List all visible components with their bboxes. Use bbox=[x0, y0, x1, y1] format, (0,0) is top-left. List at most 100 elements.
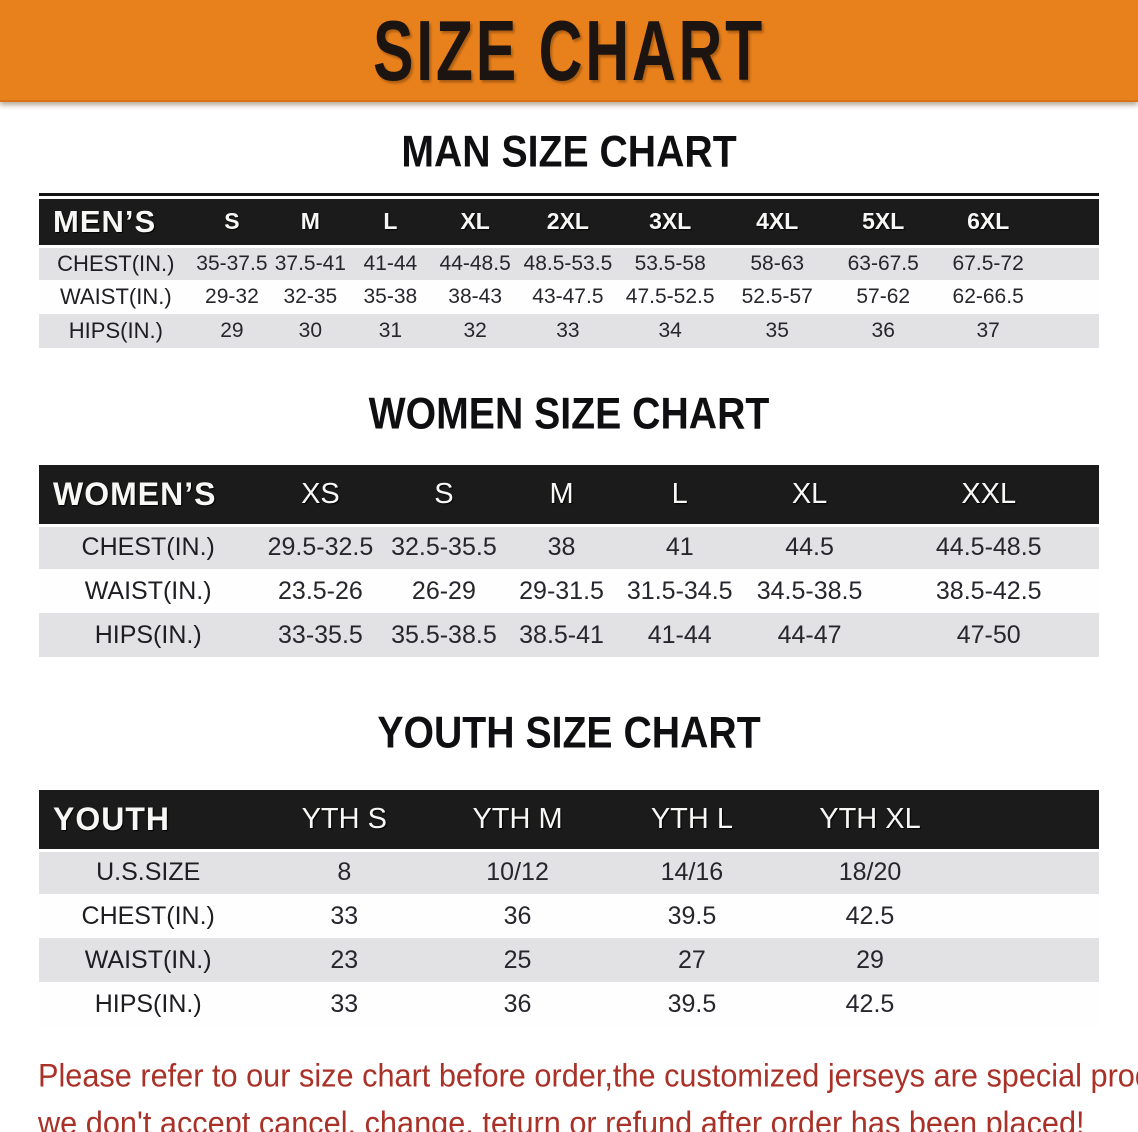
men-cell-0-6: 58-63 bbox=[723, 246, 831, 280]
women-cell-1-3: 31.5-34.5 bbox=[618, 569, 741, 613]
youth-size-table-wrap: YOUTH YTH S YTH M YTH L YTH XL U.S.SIZE 8 10/12… bbox=[39, 790, 1099, 1026]
youth-row-spacer bbox=[960, 982, 1099, 1026]
youth-size-col-3: YTH XL bbox=[779, 790, 961, 852]
youth-cell-2-0: 23 bbox=[257, 938, 432, 982]
women-row-2: HIPS(IN.) 33-35.5 35.5-38.5 38.5-41 41-44 44-… bbox=[39, 613, 1099, 657]
men-cell-1-6: 52.5-57 bbox=[723, 280, 831, 314]
men-cell-0-2: 41-44 bbox=[349, 246, 432, 280]
youth-cell-1-1: 36 bbox=[431, 894, 604, 938]
youth-row-2: WAIST(IN.) 23 25 27 29 bbox=[39, 938, 1099, 982]
women-cell-0-5: 44.5-48.5 bbox=[878, 525, 1099, 569]
youth-cell-2-2: 27 bbox=[603, 938, 780, 982]
youth-row-0-label: U.S.SIZE bbox=[39, 850, 258, 894]
youth-cell-3-1: 36 bbox=[431, 982, 604, 1026]
men-header-row: MEN’S S M L XL 2XL 3XL 4XL 5XL 6XL bbox=[39, 199, 1099, 248]
youth-size-table: YOUTH YTH S YTH M YTH L YTH XL U.S.SIZE 8 10/12… bbox=[39, 790, 1099, 1026]
youth-size-col-1: YTH M bbox=[431, 790, 604, 852]
banner-title: SIZE CHART bbox=[373, 1, 765, 99]
men-size-col-5: 3XL bbox=[616, 199, 724, 248]
men-cell-1-4: 43-47.5 bbox=[519, 280, 617, 314]
youth-row-3-label: HIPS(IN.) bbox=[39, 982, 258, 1026]
women-cell-0-0: 29.5-32.5 bbox=[257, 525, 384, 569]
men-cell-0-7: 63-67.5 bbox=[830, 246, 936, 280]
men-size-col-7: 5XL bbox=[830, 199, 936, 248]
men-row-0-label: CHEST(IN.) bbox=[39, 246, 193, 280]
men-size-table-wrap: MEN’S S M L XL 2XL 3XL 4XL 5XL 6XL CHEST(IN.) 35-37… bbox=[39, 193, 1099, 348]
women-cell-1-1: 26-29 bbox=[383, 569, 505, 613]
youth-cell-3-3: 42.5 bbox=[779, 982, 961, 1026]
men-size-col-6: 4XL bbox=[723, 199, 831, 248]
men-cell-1-7: 57-62 bbox=[830, 280, 936, 314]
women-size-col-4: XL bbox=[740, 465, 879, 527]
men-row-1: WAIST(IN.) 29-32 32-35 35-38 38-43 43-47.5 47.… bbox=[39, 280, 1099, 314]
youth-cell-1-3: 42.5 bbox=[779, 894, 961, 938]
youth-header-spacer bbox=[960, 790, 1099, 852]
youth-cell-0-2: 14/16 bbox=[603, 850, 780, 894]
youth-cell-1-0: 33 bbox=[257, 894, 432, 938]
women-size-table-wrap: WOMEN’S XS S M L XL XXL CHEST(IN.) 29.5-32.5 32.5… bbox=[39, 465, 1099, 657]
women-row-2-label: HIPS(IN.) bbox=[39, 613, 258, 657]
men-cell-0-4: 48.5-53.5 bbox=[519, 246, 617, 280]
women-size-table: WOMEN’S XS S M L XL XXL CHEST(IN.) 29.5-32.5 32.5… bbox=[39, 465, 1099, 657]
disclaimer-text: Please refer to our size chart before or… bbox=[38, 1052, 1138, 1132]
men-cell-2-5: 34 bbox=[616, 314, 724, 348]
women-cell-1-0: 23.5-26 bbox=[257, 569, 384, 613]
youth-row-1-label: CHEST(IN.) bbox=[39, 894, 258, 938]
youth-row-0: U.S.SIZE 8 10/12 14/16 18/20 bbox=[39, 850, 1099, 894]
women-size-col-1: S bbox=[383, 465, 505, 527]
men-size-col-8: 6XL bbox=[935, 199, 1041, 248]
women-cell-1-4: 34.5-38.5 bbox=[740, 569, 879, 613]
men-cell-0-0: 35-37.5 bbox=[192, 246, 272, 280]
women-cell-2-1: 35.5-38.5 bbox=[383, 613, 505, 657]
youth-row-spacer bbox=[960, 938, 1099, 982]
youth-cell-3-0: 33 bbox=[257, 982, 432, 1026]
men-cell-0-5: 53.5-58 bbox=[616, 246, 724, 280]
men-cell-2-6: 35 bbox=[723, 314, 831, 348]
men-size-col-4: 2XL bbox=[519, 199, 617, 248]
men-cell-0-1: 37.5-41 bbox=[271, 246, 350, 280]
youth-row-1: CHEST(IN.) 33 36 39.5 42.5 bbox=[39, 894, 1099, 938]
women-cell-0-4: 44.5 bbox=[740, 525, 879, 569]
youth-row-spacer bbox=[960, 894, 1099, 938]
men-table-top-rule bbox=[39, 193, 1099, 196]
men-row-2-label: HIPS(IN.) bbox=[39, 314, 193, 348]
women-size-col-3: L bbox=[618, 465, 741, 527]
men-row-spacer bbox=[1040, 314, 1099, 348]
youth-size-col-2: YTH L bbox=[603, 790, 780, 852]
women-size-col-2: M bbox=[504, 465, 619, 527]
youth-section-heading: YOUTH SIZE CHART bbox=[377, 708, 761, 758]
youth-cell-0-0: 8 bbox=[257, 850, 432, 894]
men-header-spacer bbox=[1040, 199, 1099, 248]
women-cell-2-5: 47-50 bbox=[878, 613, 1099, 657]
men-cell-2-4: 33 bbox=[519, 314, 617, 348]
men-cell-0-3: 44-48.5 bbox=[431, 246, 520, 280]
women-cell-2-4: 44-47 bbox=[740, 613, 879, 657]
youth-cell-0-1: 10/12 bbox=[431, 850, 604, 894]
men-cell-1-2: 35-38 bbox=[349, 280, 432, 314]
women-row-0-label: CHEST(IN.) bbox=[39, 525, 258, 569]
men-cell-1-1: 32-35 bbox=[271, 280, 350, 314]
men-row-1-label: WAIST(IN.) bbox=[39, 280, 193, 314]
men-cell-2-3: 32 bbox=[431, 314, 520, 348]
women-cell-1-2: 29-31.5 bbox=[504, 569, 619, 613]
men-row-2: HIPS(IN.) 29 30 31 32 33 34 35 36 37 bbox=[39, 314, 1099, 348]
women-size-col-5: XXL bbox=[878, 465, 1099, 527]
youth-cell-2-1: 25 bbox=[431, 938, 604, 982]
youth-cell-3-2: 39.5 bbox=[603, 982, 780, 1026]
men-section-heading: MAN SIZE CHART bbox=[401, 127, 737, 177]
women-header-row: WOMEN’S XS S M L XL XXL bbox=[39, 465, 1099, 527]
youth-cell-1-2: 39.5 bbox=[603, 894, 780, 938]
youth-cell-2-3: 29 bbox=[779, 938, 961, 982]
youth-size-col-0: YTH S bbox=[257, 790, 432, 852]
men-cell-1-8: 62-66.5 bbox=[935, 280, 1041, 314]
youth-row-spacer bbox=[960, 850, 1099, 894]
women-cell-2-3: 41-44 bbox=[618, 613, 741, 657]
men-row-spacer bbox=[1040, 280, 1099, 314]
men-cell-1-5: 47.5-52.5 bbox=[616, 280, 724, 314]
disclaimer-line-2: we don't accept cancel, change, teturn o… bbox=[38, 1104, 1085, 1132]
women-row-1-label: WAIST(IN.) bbox=[39, 569, 258, 613]
women-size-col-0: XS bbox=[257, 465, 384, 527]
men-size-table: MEN’S S M L XL 2XL 3XL 4XL 5XL 6XL CHEST(IN.) 35-37… bbox=[39, 199, 1099, 348]
men-size-col-0: S bbox=[192, 199, 272, 248]
women-section-heading: WOMEN SIZE CHART bbox=[368, 389, 770, 439]
